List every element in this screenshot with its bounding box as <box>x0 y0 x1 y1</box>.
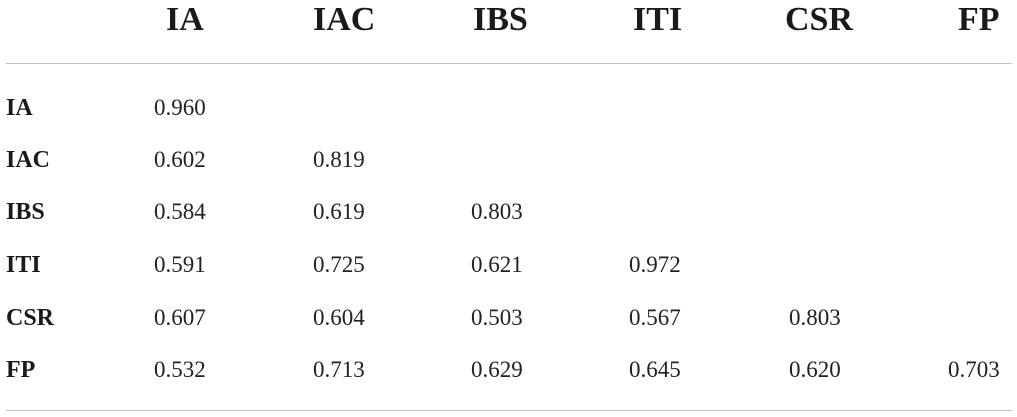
column-header-csr: CSR <box>785 1 854 38</box>
table-cell: 0.819 <box>313 147 365 172</box>
table-cell: 0.567 <box>629 305 681 330</box>
row-label-ia: IA <box>6 95 33 121</box>
table-cell: 0.629 <box>471 357 523 382</box>
table-cell: 0.725 <box>313 252 365 277</box>
column-header-ibs: IBS <box>473 1 528 38</box>
row-label-fp: FP <box>6 357 36 383</box>
table-cell: 0.620 <box>789 357 841 382</box>
table-cell: 0.621 <box>471 252 523 277</box>
row-label-ibs: IBS <box>6 199 45 225</box>
header-rule <box>6 63 1012 64</box>
table-cell: 0.803 <box>471 199 523 224</box>
table-cell: 0.703 <box>948 357 1000 382</box>
table-cell: 0.972 <box>629 252 681 277</box>
table-cell: 0.532 <box>154 357 206 382</box>
table-cell: 0.619 <box>313 199 365 224</box>
table-cell: 0.584 <box>154 199 206 224</box>
column-header-iac: IAC <box>313 1 376 38</box>
table-cell: 0.960 <box>154 95 206 120</box>
column-header-fp: FP <box>958 1 1000 38</box>
column-header-ia: IA <box>166 1 204 38</box>
table-cell: 0.645 <box>629 357 681 382</box>
column-header-iti: ITI <box>633 1 683 38</box>
row-label-csr: CSR <box>6 305 55 331</box>
table-cell: 0.503 <box>471 305 523 330</box>
table-cell: 0.604 <box>313 305 365 330</box>
table-cell: 0.803 <box>789 305 841 330</box>
table-cell: 0.591 <box>154 252 206 277</box>
row-label-iti: ITI <box>6 252 41 278</box>
table-cell: 0.607 <box>154 305 206 330</box>
table-cell: 0.602 <box>154 147 206 172</box>
row-label-iac: IAC <box>6 147 51 173</box>
table-cell: 0.713 <box>313 357 365 382</box>
bottom-rule <box>6 410 1012 411</box>
